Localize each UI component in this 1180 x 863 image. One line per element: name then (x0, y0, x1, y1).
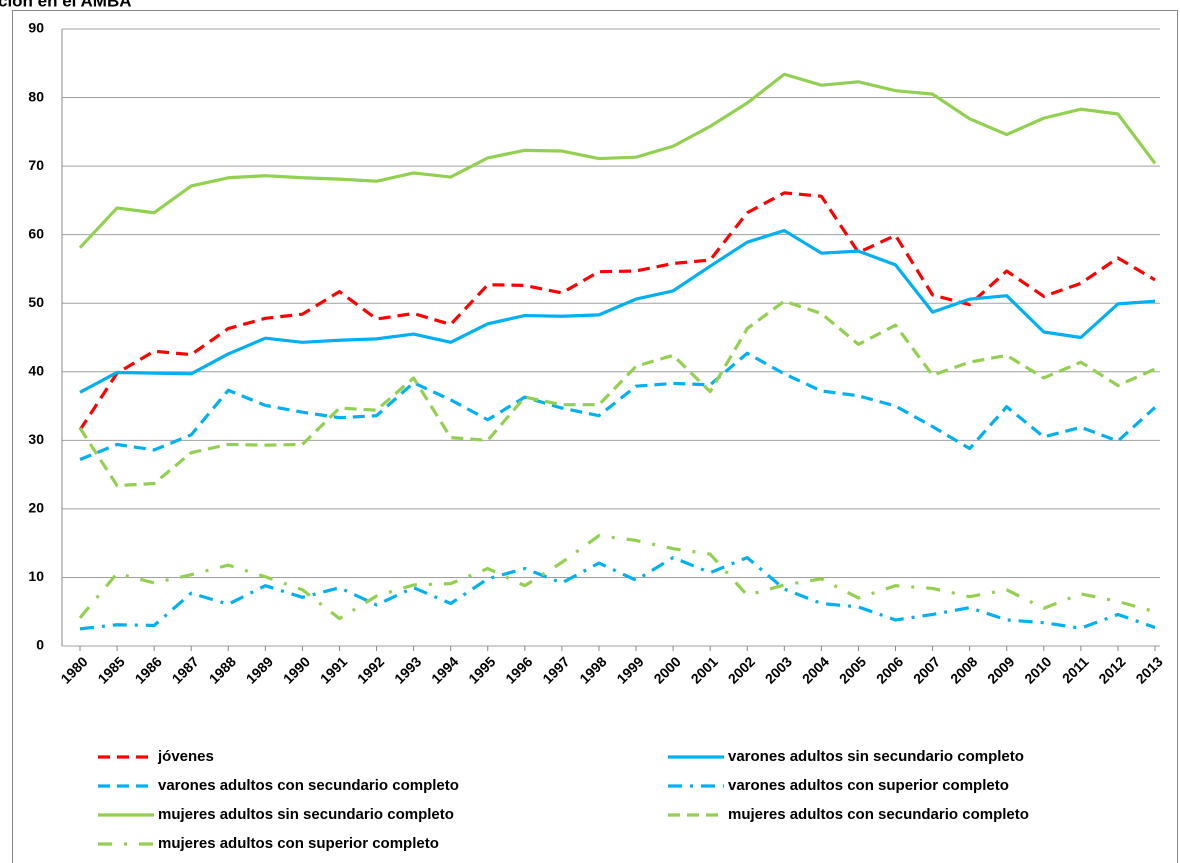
legend: jóvenes varones adultos sin secundario co… (98, 748, 1029, 852)
y-tick-label: 60 (28, 225, 44, 241)
legend-label: mujeres adultos con superior completo (158, 835, 439, 852)
chart-frame (12, 10, 1178, 863)
y-tick-label: 30 (28, 431, 44, 447)
legend-label: mujeres adultos sin secundario completo (158, 806, 454, 823)
y-tick-label: 10 (28, 568, 44, 584)
y-tick-label: 90 (28, 20, 44, 36)
legend-label: varones adultos sin secundario completo (728, 748, 1024, 765)
series-line (78, 299, 1156, 488)
y-tick-label: 20 (28, 500, 44, 516)
y-tick-label: 50 (28, 294, 44, 310)
series-line (78, 534, 1156, 621)
legend-label: varones adultos con superior completo (728, 777, 1009, 794)
y-tick-label: 40 (28, 362, 44, 378)
chart-title: ción en el AMBA (0, 0, 132, 10)
series-line (79, 228, 1156, 394)
legend-label: jóvenes (157, 748, 214, 765)
legend-label: mujeres adultos con secundario completo (728, 806, 1029, 823)
y-tick-label: 80 (28, 88, 44, 104)
legend-label: varones adultos con secundario completo (158, 777, 459, 794)
series-line (78, 72, 1157, 249)
y-tick-label: 0 (36, 637, 44, 653)
y-tick-label: 70 (28, 157, 44, 173)
